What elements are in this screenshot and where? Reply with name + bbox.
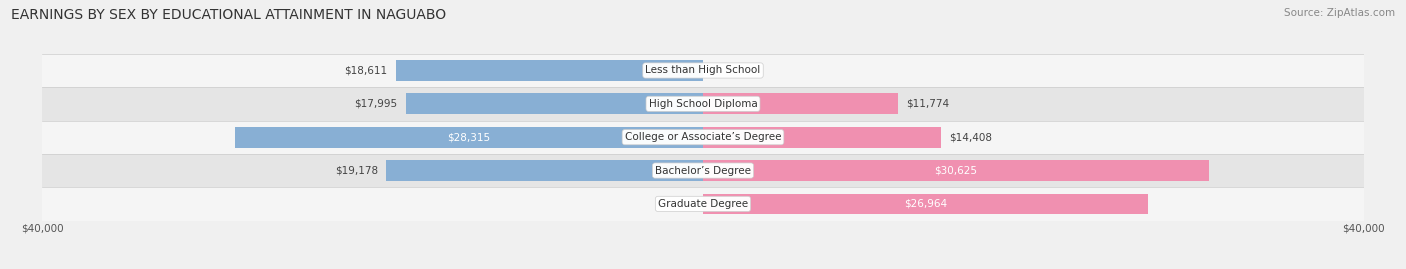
Text: $14,408: $14,408 bbox=[949, 132, 993, 142]
Bar bbox=[42, 87, 1364, 121]
Bar bbox=[703, 94, 897, 114]
Text: $0: $0 bbox=[711, 199, 724, 209]
Bar bbox=[42, 154, 1364, 187]
Text: $11,774: $11,774 bbox=[905, 99, 949, 109]
Bar bbox=[235, 127, 703, 147]
Text: Bachelor’s Degree: Bachelor’s Degree bbox=[655, 165, 751, 176]
Bar bbox=[395, 60, 703, 81]
Text: Graduate Degree: Graduate Degree bbox=[658, 199, 748, 209]
Text: EARNINGS BY SEX BY EDUCATIONAL ATTAINMENT IN NAGUABO: EARNINGS BY SEX BY EDUCATIONAL ATTAINMEN… bbox=[11, 8, 446, 22]
Text: $28,315: $28,315 bbox=[447, 132, 491, 142]
Bar bbox=[387, 160, 703, 181]
Bar bbox=[406, 94, 703, 114]
Text: High School Diploma: High School Diploma bbox=[648, 99, 758, 109]
Bar bbox=[42, 121, 1364, 154]
Text: College or Associate’s Degree: College or Associate’s Degree bbox=[624, 132, 782, 142]
Text: Source: ZipAtlas.com: Source: ZipAtlas.com bbox=[1284, 8, 1395, 18]
Text: $19,178: $19,178 bbox=[335, 165, 378, 176]
Text: $18,611: $18,611 bbox=[344, 65, 387, 76]
Bar bbox=[703, 160, 1209, 181]
Bar bbox=[42, 187, 1364, 221]
Text: $0: $0 bbox=[682, 65, 695, 76]
Bar bbox=[42, 54, 1364, 87]
Bar bbox=[703, 194, 1149, 214]
Text: $30,625: $30,625 bbox=[935, 165, 977, 176]
Bar bbox=[703, 127, 941, 147]
Text: Less than High School: Less than High School bbox=[645, 65, 761, 76]
Text: $17,995: $17,995 bbox=[354, 99, 398, 109]
Text: $26,964: $26,964 bbox=[904, 199, 948, 209]
